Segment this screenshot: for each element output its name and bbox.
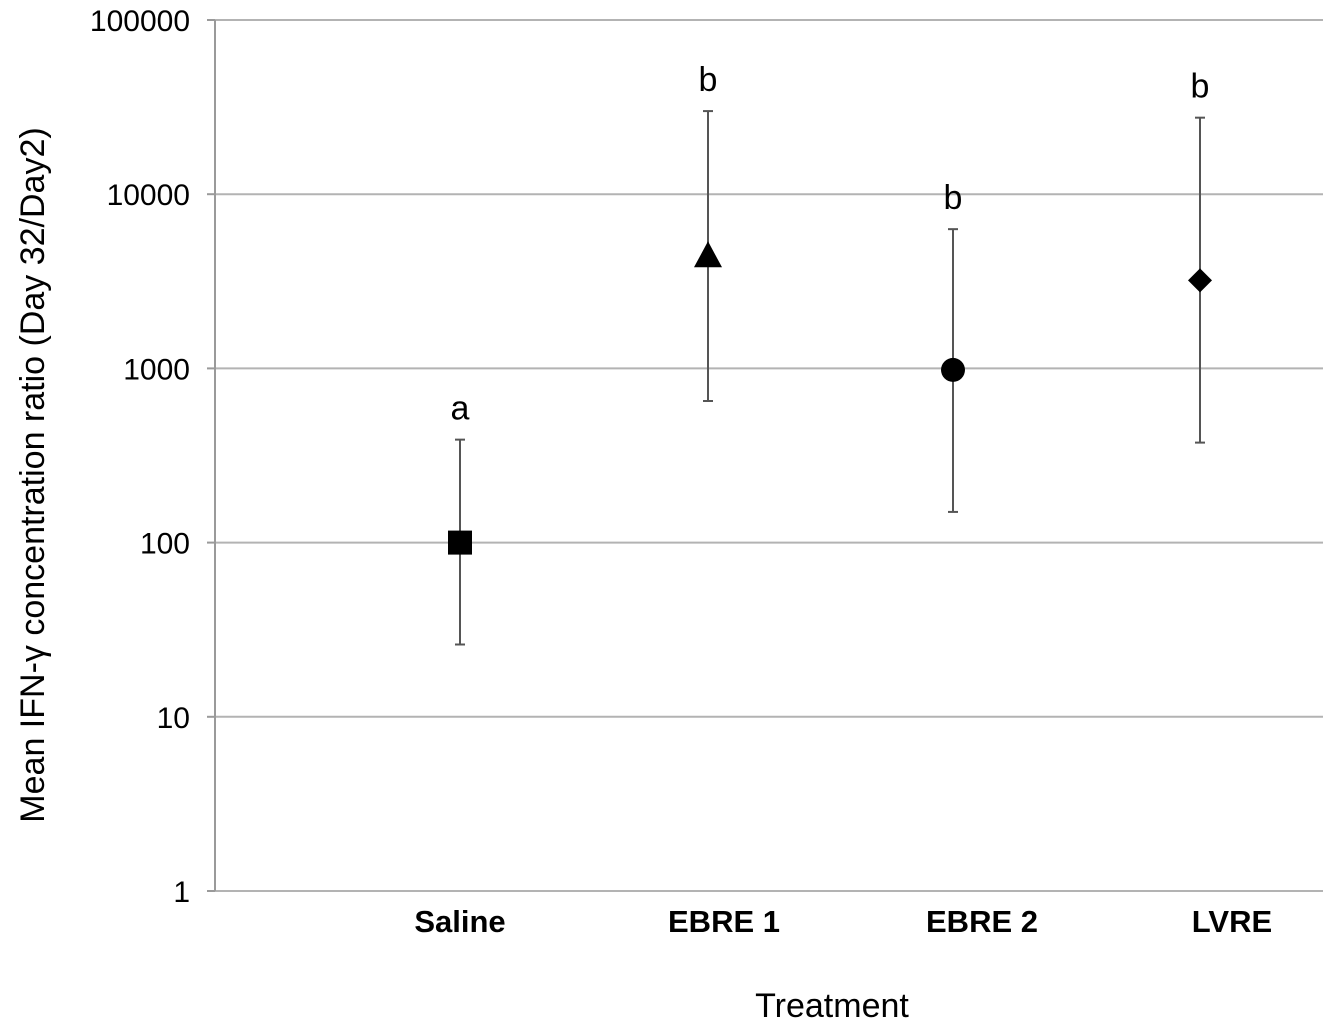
y-tick-label: 10 [157,702,190,735]
data-points: a b b b [448,61,1212,646]
y-tick-label: 1000 [123,353,190,386]
data-point-ebre-2: b [941,179,965,513]
x-axis-title: Treatment [755,987,909,1025]
x-category-labels: Saline EBRE 1 EBRE 2 LVRE [414,904,1272,939]
significance-letter: b [944,179,963,217]
data-point-saline: a [448,390,472,646]
gridlines [207,19,1323,892]
significance-letter: b [699,61,718,99]
y-tick-label: 1 [173,876,190,909]
circle-marker [941,357,965,382]
y-tick-labels: 1 10 100 1000 10000 100000 [90,5,190,909]
x-category-label: EBRE 1 [668,904,780,939]
y-tick-label: 10000 [107,179,190,212]
x-category-label: LVRE [1192,904,1272,939]
triangle-marker [694,241,722,268]
significance-letter: a [451,390,470,428]
diamond-marker [1188,268,1212,293]
significance-letter: b [1191,68,1210,106]
y-axis-title: Mean IFN-γ concentration ratio (Day 32/D… [14,127,52,822]
x-category-label: Saline [414,904,505,939]
square-marker [448,530,472,555]
y-tick-label: 100 [140,528,190,561]
data-point-ebre-1: b [694,61,722,402]
y-tick-label: 100000 [90,5,190,38]
data-point-lvre: b [1188,68,1212,444]
x-category-label: EBRE 2 [926,904,1038,939]
